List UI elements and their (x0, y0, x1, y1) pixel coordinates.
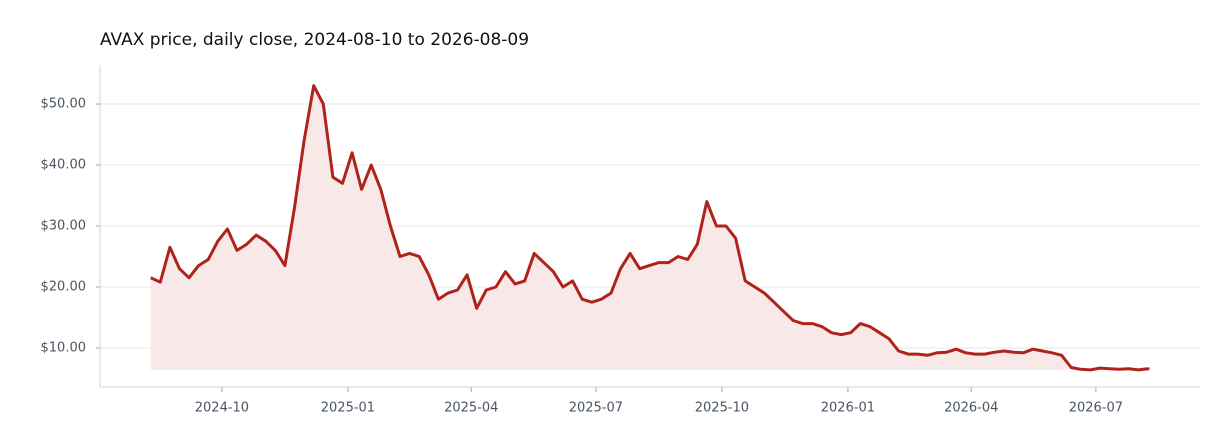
x-tick-label: 2026-04 (944, 401, 998, 416)
y-tick-label: $30.00 (41, 219, 87, 234)
y-tick-label: $50.00 (41, 97, 87, 112)
x-tick-label: 2025-10 (695, 401, 749, 416)
x-tick-label: 2025-07 (569, 401, 623, 416)
y-tick-label: $40.00 (41, 158, 87, 173)
price-line (150, 84, 1150, 372)
x-tick-label: 2024-10 (195, 401, 249, 416)
y-tick-label: $20.00 (41, 279, 87, 294)
x-tick-label: 2026-07 (1069, 401, 1123, 416)
y-tick-label: $10.00 (41, 340, 87, 355)
x-tick-label: 2025-01 (321, 401, 375, 416)
x-tick-label: 2026-01 (821, 401, 875, 416)
area (150, 85, 1150, 370)
chart-title: AVAX price, daily close, 2024-08-10 to 2… (100, 30, 529, 50)
x-tick-label: 2025-04 (444, 401, 498, 416)
